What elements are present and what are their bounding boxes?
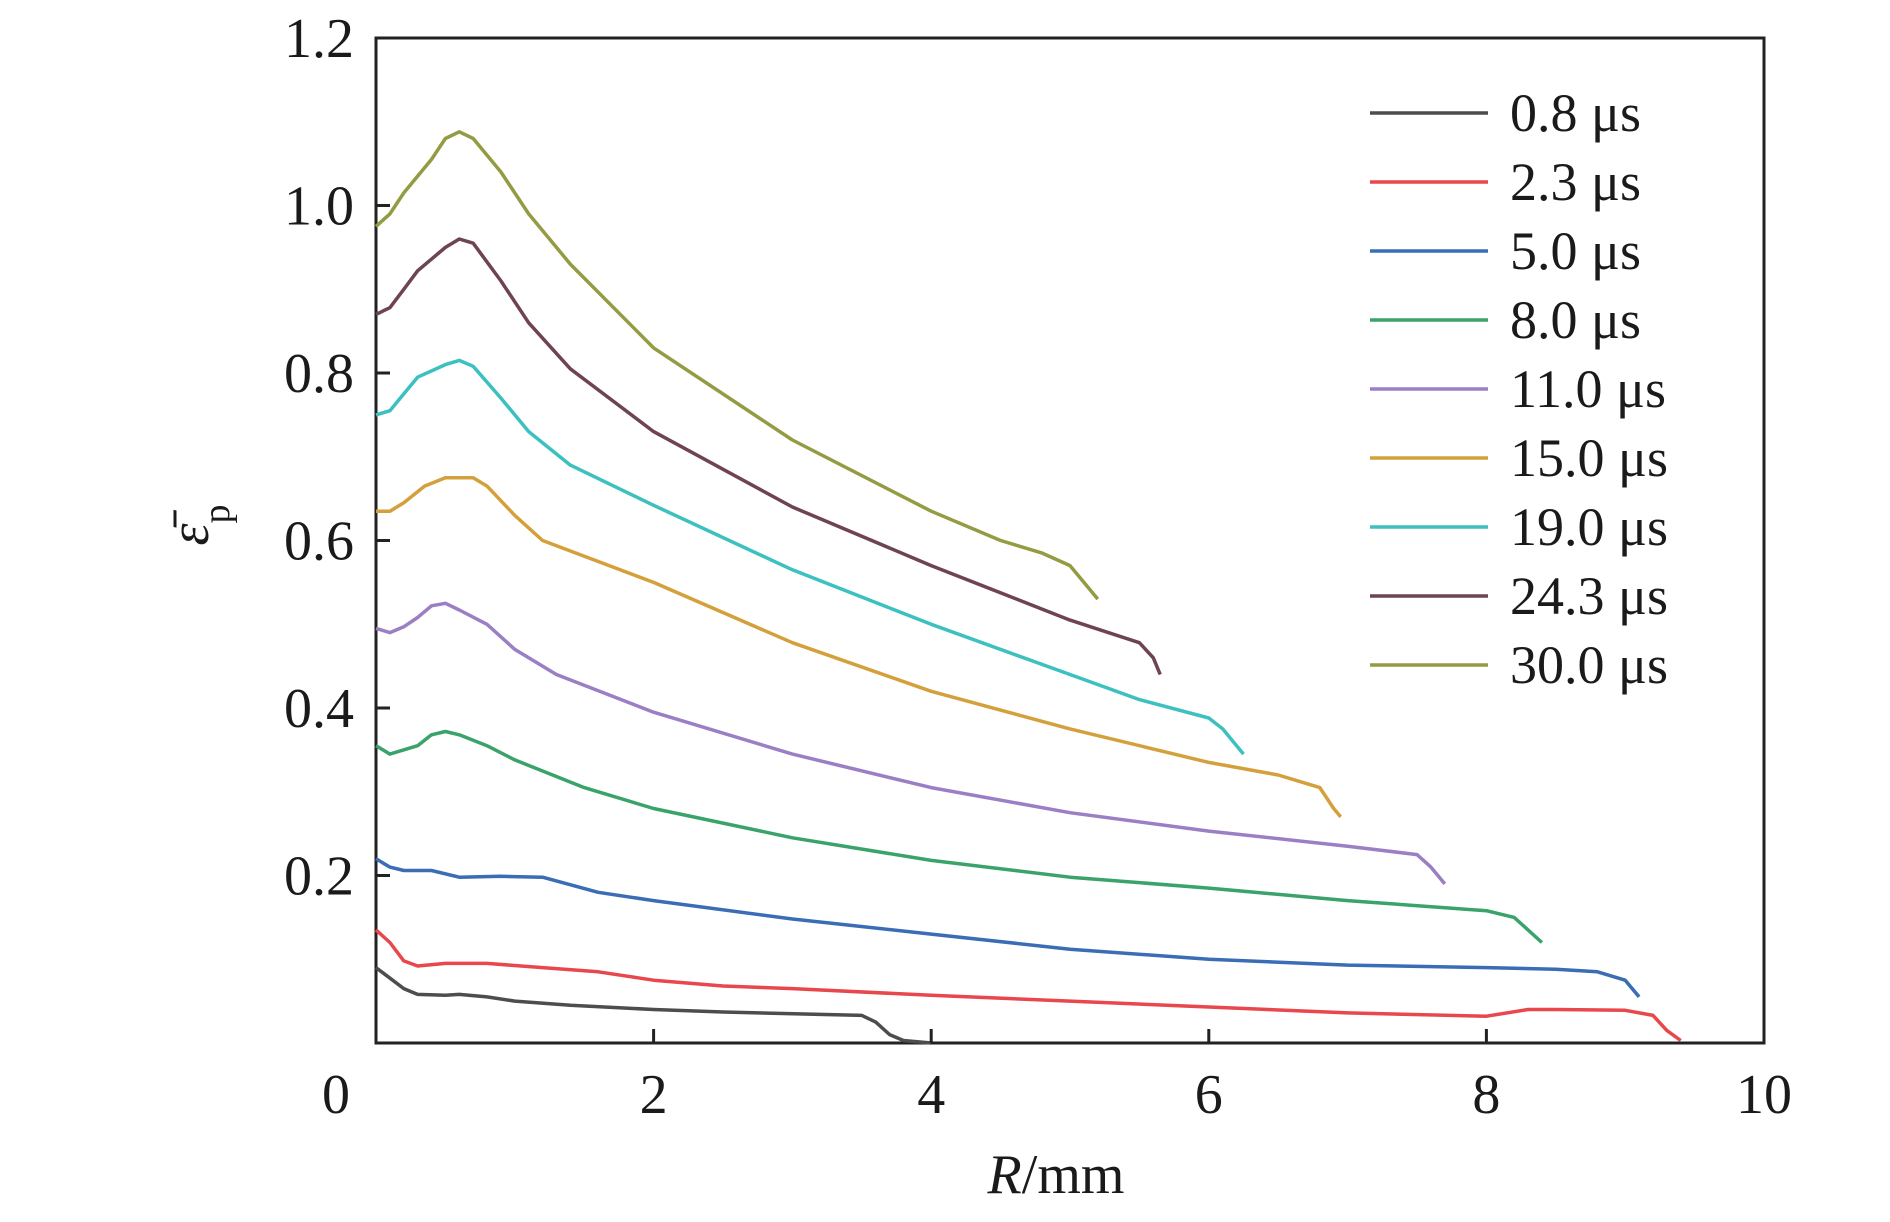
series-line	[375, 729, 1544, 944]
legend-entry-label: 15.0 μs	[1510, 428, 1668, 488]
y-tick-label: 1.0	[284, 176, 354, 238]
axis-ticks: 0 2 4 6 8 10 0.2 0.4 0.6 0.8 1.0 1.2	[284, 8, 1792, 1126]
legend: 0.8 μs 2.3 μs 5.0 μs 8.0 μs 11.0 μs 15.0 μs 19…	[1370, 83, 1668, 695]
x-tick-label: 2	[640, 1064, 668, 1126]
series-group	[374, 130, 1682, 1045]
y-tick-label: 0.2	[284, 846, 354, 908]
legend-entry-label: 5.0 μs	[1510, 221, 1641, 281]
series-line	[374, 130, 1100, 601]
legend-entry-label: 19.0 μs	[1510, 497, 1668, 557]
x-tick-label: 10	[1736, 1064, 1792, 1126]
legend-entry-label: 24.3 μs	[1510, 566, 1668, 626]
x-axis-label: R/mm	[987, 1144, 1125, 1206]
x-tick-label: 0	[322, 1064, 350, 1126]
legend-entry-label: 2.3 μs	[1510, 152, 1641, 212]
series-line	[376, 475, 1343, 819]
series-line	[374, 928, 1682, 1042]
y-tick-label: 1.2	[284, 8, 354, 70]
legend-entry-label: 0.8 μs	[1510, 83, 1641, 143]
series-line	[375, 601, 1447, 886]
x-tick-label: 4	[917, 1064, 945, 1126]
x-tick-label: 6	[1195, 1064, 1223, 1126]
series-line	[375, 237, 1162, 676]
series-line	[375, 857, 1641, 999]
y-tick-label: 0.8	[284, 343, 354, 405]
y-axis-label: ε̄p	[159, 504, 238, 545]
series-line	[374, 966, 932, 1045]
x-tick-label: 8	[1472, 1064, 1500, 1126]
series-line	[375, 358, 1245, 756]
y-tick-label: 0.6	[284, 511, 354, 573]
legend-entry-label: 11.0 μs	[1510, 359, 1666, 419]
legend-entry-label: 30.0 μs	[1510, 635, 1668, 695]
y-tick-label: 0.4	[284, 678, 354, 740]
legend-entry-label: 8.0 μs	[1510, 290, 1641, 350]
